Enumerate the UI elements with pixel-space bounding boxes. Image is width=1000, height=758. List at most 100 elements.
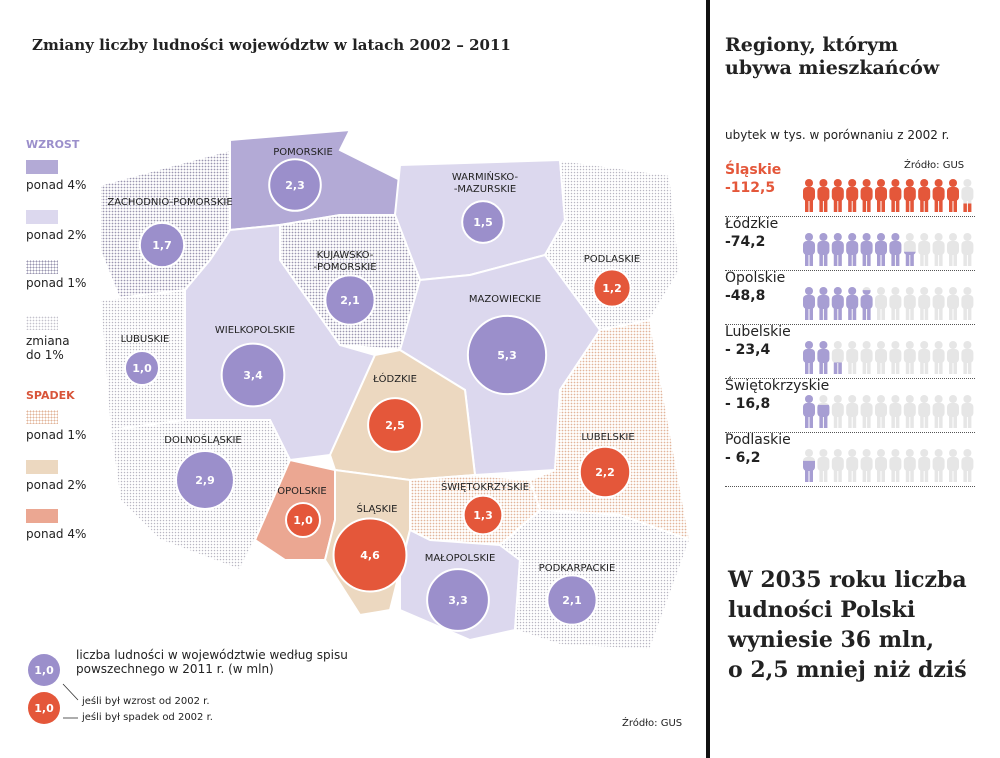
- row-region-name: Łódzkie: [725, 216, 779, 232]
- person-icon: [961, 233, 974, 266]
- pictogram: [803, 341, 974, 374]
- decline-row: Świętokrzyskie - 16,8: [725, 378, 975, 433]
- person-icon: [817, 449, 830, 482]
- region-label: ŁÓDZKIE: [372, 372, 417, 385]
- person-icon: [831, 341, 844, 374]
- side-subtitle: ubytek w tys. w porównaniu z 2002 r.: [725, 128, 950, 142]
- person-icon: [860, 449, 873, 482]
- region-label: DOLNOŚLĄSKIE: [164, 433, 241, 446]
- decline-row: Łódzkie -74,2: [725, 216, 975, 271]
- region-label: OPOLSKIE: [277, 486, 327, 497]
- person-icon: [831, 395, 844, 428]
- person-icon: [889, 287, 902, 320]
- person-icon: [875, 233, 887, 266]
- pictogram: [803, 179, 974, 212]
- region-label: MAZOWIECKIE: [469, 294, 541, 305]
- leader-line: [62, 683, 79, 701]
- person-icon: [803, 395, 815, 428]
- decline-row: Podlaskie - 6,2: [725, 432, 975, 487]
- population-value: 4,6: [360, 549, 380, 562]
- population-bubble: [124, 350, 160, 386]
- population-bubble: [285, 502, 321, 538]
- person-icon: [803, 341, 815, 374]
- person-icon: [961, 179, 974, 212]
- person-icon: [947, 395, 959, 428]
- legend-swatch-dec1: [26, 410, 58, 424]
- population-bubble: [461, 200, 505, 244]
- population-value: 2,5: [385, 419, 405, 432]
- person-icon: [903, 233, 916, 266]
- population-bubble: [175, 450, 235, 510]
- population-value: 2,9: [195, 474, 215, 487]
- population-bubble: [426, 568, 490, 632]
- headline-line: wyniesie 36 mln,: [728, 627, 935, 653]
- person-icon: [932, 287, 945, 320]
- person-icon: [918, 179, 931, 212]
- legend-label: ponad 1%: [26, 428, 87, 442]
- person-icon: [903, 341, 916, 374]
- population-bubble: [592, 268, 632, 308]
- decline-row: Lubelskie - 23,4: [725, 324, 975, 379]
- row-value: - 16,8: [725, 396, 771, 412]
- person-icon: [875, 179, 887, 212]
- side-title-line: Regiony, którym: [725, 34, 899, 56]
- population-bubble: [462, 494, 504, 536]
- person-icon: [918, 233, 931, 266]
- person-icon: [817, 233, 830, 266]
- region-label: WIELKOPOLSKIE: [215, 325, 295, 336]
- population-value: 1,3: [473, 509, 493, 522]
- person-icon: [903, 179, 916, 212]
- map-title: Zmiany liczby ludności województw w lata…: [32, 36, 511, 54]
- person-icon: [817, 395, 830, 428]
- pictogram: [803, 395, 974, 428]
- pictogram: [803, 287, 974, 320]
- legend-label: ponad 1%: [26, 276, 87, 290]
- region-pk: [498, 508, 692, 652]
- population-value: 1,7: [152, 239, 172, 252]
- legend-swatch-zero: [26, 316, 58, 330]
- legend-label: ponad 2%: [26, 478, 87, 492]
- region-label: WARMIŃSKO-: [452, 170, 519, 183]
- person-icon: [860, 341, 873, 374]
- region-label: ŚWIĘTOKRZYSKIE: [441, 480, 529, 493]
- person-icon: [846, 341, 859, 374]
- headline: W 2035 roku liczba ludności Polski wynie…: [728, 565, 967, 685]
- population-value: 2,1: [340, 294, 360, 307]
- row-value: -112,5: [725, 180, 776, 196]
- legend-label: ponad 4%: [26, 527, 87, 541]
- decline-row: Śląskie -112,5: [725, 162, 975, 217]
- poland-map: ZACHODNIO-POMORSKIE 1,7 POMORSKIE 2,3 WARMIŃ…: [28, 128, 692, 724]
- region-label: MAŁOPOLSKIE: [425, 553, 496, 564]
- region-label: KUJAWSKO-: [317, 250, 374, 261]
- person-icon: [947, 179, 959, 212]
- person-icon: [932, 179, 945, 212]
- row-value: -48,8: [725, 288, 766, 304]
- legend-swatch-dec2: [26, 460, 58, 474]
- legend-swatch-inc2: [26, 210, 58, 224]
- population-value: 2,3: [285, 179, 305, 192]
- population-value: 2,2: [595, 466, 615, 479]
- person-icon: [875, 341, 887, 374]
- person-icon: [918, 449, 931, 482]
- person-icon: [961, 449, 974, 482]
- population-value: 5,3: [497, 349, 517, 362]
- row-value: - 23,4: [725, 342, 771, 358]
- person-icon: [875, 395, 887, 428]
- person-icon: [947, 449, 959, 482]
- side-title: Regiony, którym ubywa mieszkańców: [725, 34, 939, 80]
- decline-note: jeśli był spadek od 2002 r.: [82, 712, 213, 723]
- population-value: 1,5: [473, 216, 493, 229]
- person-icon: [961, 395, 974, 428]
- person-icon: [803, 179, 815, 212]
- person-icon: [918, 287, 931, 320]
- population-bubble: [546, 574, 598, 626]
- legend-growth-bubble: [28, 654, 60, 686]
- population-value: 3,4: [243, 369, 263, 382]
- person-icon: [903, 449, 916, 482]
- region-label: ZACHODNIO-POMORSKIE: [107, 197, 232, 208]
- person-icon: [846, 287, 859, 320]
- person-icon: [817, 341, 830, 374]
- legend-label: ponad 2%: [26, 228, 87, 242]
- growth-note: jeśli był wzrost od 2002 r.: [82, 696, 210, 707]
